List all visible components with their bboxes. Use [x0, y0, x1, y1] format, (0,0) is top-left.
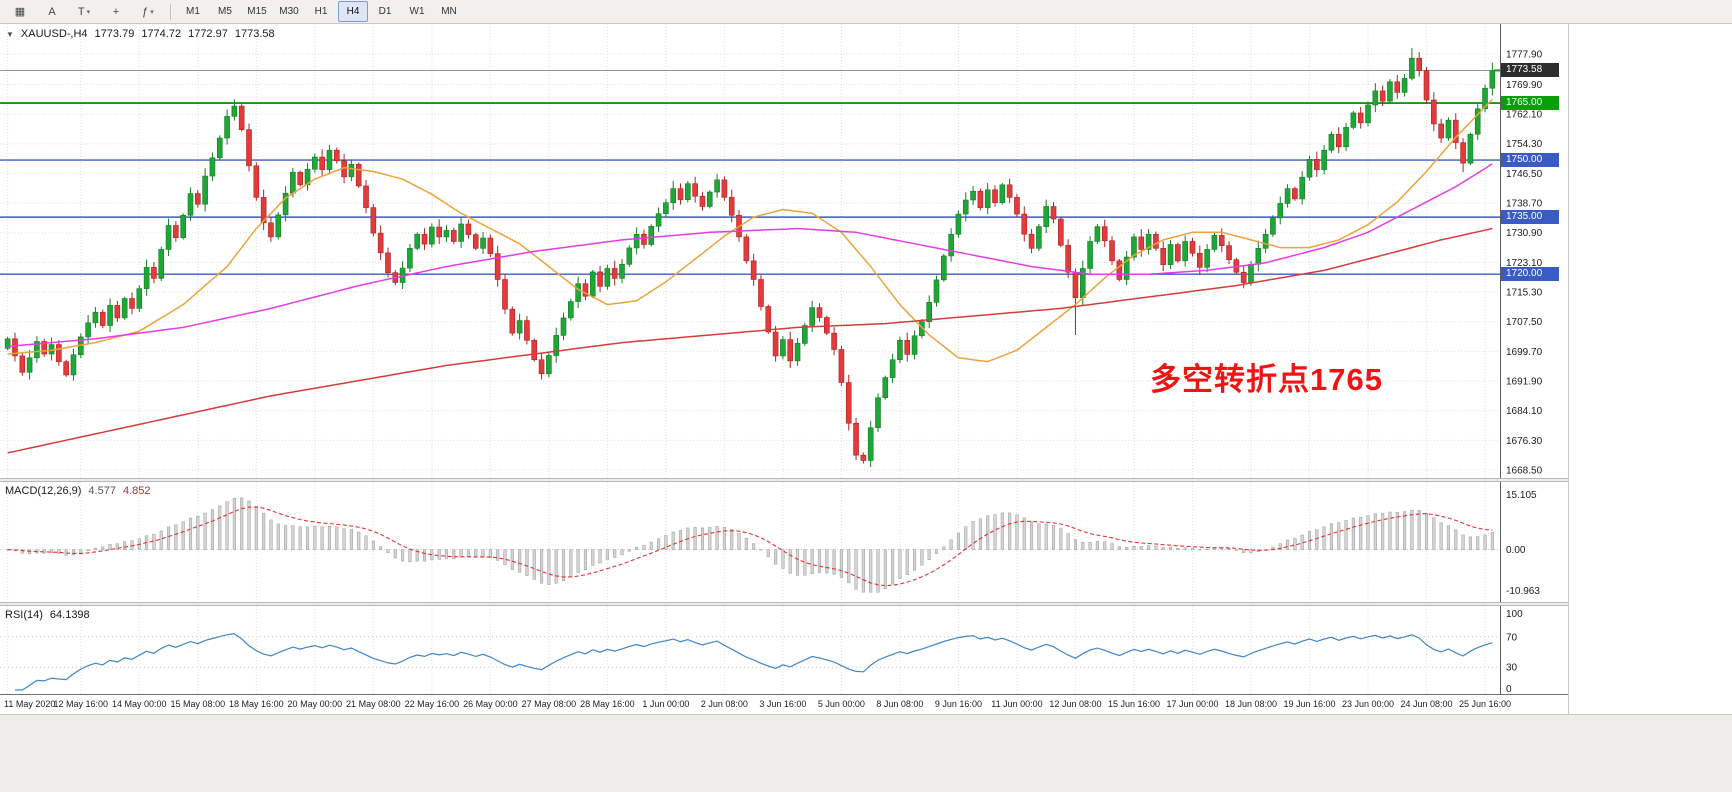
time-axis-label: 15 Jun 16:00 — [1107, 699, 1160, 709]
time-axis-label: 25 Jun 16:00 — [1458, 699, 1512, 709]
time-axis-label: 17 Jun 00:00 — [1166, 699, 1219, 709]
time-axis-label: 20 May 00:00 — [287, 699, 343, 709]
timeframe-M15[interactable]: M15 — [247, 6, 267, 17]
time-axis-label: 28 May 16:00 — [580, 699, 635, 709]
time-axis-label: 3 Jun 16:00 — [759, 699, 807, 709]
timeframe-MN[interactable]: MN — [441, 6, 457, 17]
price-tick-label: 1684.10 — [1506, 406, 1543, 417]
timeframe-M1[interactable]: M1 — [186, 6, 200, 17]
charts-grid-icon[interactable]: ▦ — [14, 6, 26, 18]
time-axis-label: 2 Jun 08:00 — [700, 699, 748, 709]
main-chart-canvas[interactable]: 1777.90 1769.90 1762.10 1754.30 1746.50 1738.… — [0, 24, 1568, 478]
rsi-scale-label: 0 — [1506, 684, 1512, 694]
price-tick-label: 1668.50 — [1506, 466, 1543, 477]
ask-marker — [1494, 69, 1500, 72]
timeframe-W1[interactable]: W1 — [409, 6, 425, 17]
price-tick-label: 1676.30 — [1506, 436, 1543, 447]
time-axis-label: 14 May 00:00 — [112, 699, 167, 709]
timeframe-button-group: M1 M5 M15 M30 H1 H4 D1 W1 MN — [177, 1, 465, 22]
ma-fast-line[interactable] — [7, 98, 1493, 363]
price-tick-label: 1769.90 — [1506, 80, 1543, 91]
time-axis-label: 18 Jun 08:00 — [1224, 699, 1278, 709]
timeframe-M30[interactable]: M30 — [279, 6, 299, 17]
time-axis-label: 22 May 16:00 — [404, 699, 460, 709]
time-axis-label: 15 May 08:00 — [170, 699, 226, 709]
price-tick-label: 1777.90 — [1506, 50, 1543, 61]
bottom-strip — [0, 714, 1732, 792]
time-axis-label: 24 Jun 08:00 — [1400, 699, 1453, 709]
price-tick-label: 1738.70 — [1506, 199, 1543, 210]
dropdown-caret-icon: ▾ — [150, 8, 154, 16]
price-tick-label: 1746.50 — [1506, 169, 1543, 180]
main-chart-panel: 1777.90 1769.90 1762.10 1754.30 1746.50 1738.… — [0, 24, 1568, 478]
timeframe-M5[interactable]: M5 — [218, 6, 232, 17]
price-tick-label: 1691.90 — [1506, 377, 1543, 388]
panel-splitter-macd[interactable] — [0, 478, 1568, 482]
price-level-tag-1750.00[interactable]: 1750.00 — [1501, 153, 1559, 168]
panel-splitter-rsi[interactable] — [0, 602, 1568, 606]
macd-histogram — [6, 497, 1494, 593]
price-tick-label: 1707.50 — [1506, 317, 1543, 328]
time-axis-label: 12 Jun 08:00 — [1049, 699, 1102, 709]
timeframe-H4[interactable]: H4 — [338, 1, 368, 22]
time-axis-label: 23 Jun 00:00 — [1341, 699, 1395, 709]
time-axis-label: 12 May 16:00 — [53, 699, 109, 709]
price-tick-label: 1699.70 — [1506, 347, 1543, 358]
rsi-line — [15, 633, 1493, 691]
macd-scale-label: 0.00 — [1506, 545, 1526, 556]
toolbar-separator — [170, 3, 171, 20]
price-level-tag-1735.00[interactable]: 1735.00 — [1501, 210, 1559, 225]
time-axis-label: 26 May 00:00 — [463, 699, 518, 709]
time-axis-label: 18 May 16:00 — [229, 699, 284, 709]
indicators-icon[interactable]: ƒ ▾ — [142, 5, 154, 18]
current-price-tag: 1773.58 — [1501, 63, 1559, 78]
chart-annotation-text[interactable]: 多空转折点1765 — [1150, 362, 1383, 397]
price-tick-label: 1723.10 — [1506, 258, 1543, 269]
dropdown-caret-icon: ▾ — [86, 8, 91, 16]
price-tick-label: 1754.30 — [1506, 139, 1543, 150]
price-tick-label: 1762.10 — [1506, 110, 1543, 121]
macd-canvas[interactable]: 15.105 0.00 -10.963 — [0, 482, 1568, 602]
timeframe-D1[interactable]: D1 — [378, 6, 392, 17]
auto-scroll-icon[interactable]: A — [48, 5, 56, 18]
chart-window: 1777.90 1769.90 1762.10 1754.30 1746.50 1738.… — [0, 24, 1569, 714]
ma-mid-line[interactable] — [7, 163, 1493, 348]
macd-panel: 15.105 0.00 -10.963 MACD(12,26,9) 4.577 4.… — [0, 482, 1568, 602]
price-tick-label: 1715.30 — [1506, 288, 1543, 299]
macd-signal-line — [7, 506, 1493, 587]
ma-slow-line[interactable] — [7, 227, 1493, 454]
price-level-tag-1765.00[interactable]: 1765.00 — [1501, 96, 1559, 111]
text-tool-icon[interactable]: T ▾ — [77, 5, 91, 18]
rsi-scale-label: 70 — [1506, 632, 1518, 643]
main-toolbar: ▦ A T ▾ + ƒ ▾ M1 M5 M15 M30 H1 H4 D1 W1 MN — [0, 0, 1732, 24]
time-axis[interactable]: 11 May 2020 12 May 16:00 14 May 00:00 15 Ma… — [0, 694, 1568, 714]
crosshair-icon[interactable]: + — [112, 5, 120, 18]
rsi-panel: 100 70 30 0 RSI(14) 64.1398 — [0, 606, 1568, 694]
time-axis-label: 11 Jun 00:00 — [991, 699, 1043, 709]
time-axis-label: 27 May 08:00 — [521, 699, 577, 709]
price-level-tag-1720.00[interactable]: 1720.00 — [1501, 267, 1559, 282]
macd-scale-label: 15.105 — [1506, 490, 1537, 501]
time-axis-label: 19 Jun 16:00 — [1283, 699, 1336, 709]
time-axis-label: 1 Jun 00:00 — [642, 699, 690, 709]
candles — [4, 47, 1496, 467]
rsi-canvas[interactable]: 100 70 30 0 — [0, 606, 1568, 694]
time-axis-label: 21 May 08:00 — [346, 699, 401, 709]
time-axis-label: 11 May 2020 — [4, 699, 56, 709]
rsi-scale-label: 30 — [1506, 663, 1518, 674]
rsi-scale-label: 100 — [1506, 609, 1523, 620]
time-axis-label: 9 Jun 16:00 — [934, 699, 982, 709]
time-axis-label: 5 Jun 00:00 — [817, 699, 865, 709]
timeframe-H1[interactable]: H1 — [314, 6, 328, 17]
macd-scale-label: -10.963 — [1506, 586, 1540, 597]
price-tick-label: 1730.90 — [1506, 228, 1543, 239]
tool-icon-group: ▦ A T ▾ + ƒ ▾ — [4, 1, 164, 22]
time-axis-label: 8 Jun 08:00 — [876, 699, 924, 709]
